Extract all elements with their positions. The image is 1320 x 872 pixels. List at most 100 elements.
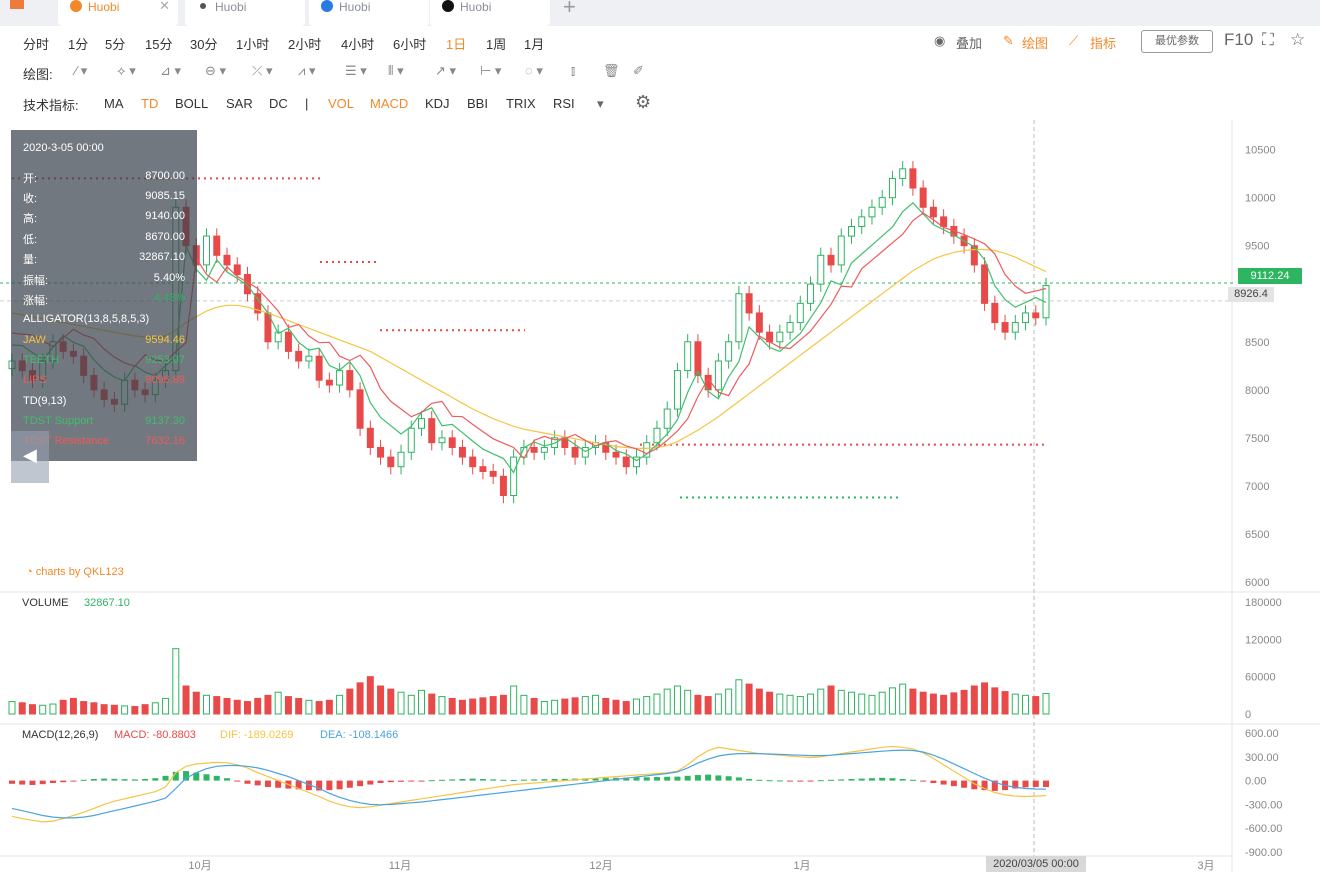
time-tick-label: 3月 xyxy=(1197,860,1214,872)
period-1w[interactable]: 1周 xyxy=(486,37,507,52)
info-low-label: 低: xyxy=(23,234,38,246)
add-tab-button[interactable]: + xyxy=(563,0,576,19)
candle-body xyxy=(981,264,989,304)
candle-body xyxy=(1001,322,1009,333)
macd-hist-bar xyxy=(377,780,384,783)
measure-tool-icon[interactable]: ⊢ ▾ xyxy=(480,63,502,78)
macd-hist-bar xyxy=(459,779,466,781)
period-2h[interactable]: 2小时 xyxy=(288,37,322,52)
indicator-dc[interactable]: DC xyxy=(269,96,288,111)
draw-toolbar: 绘图: ⁄ ▾ ⟡ ▾ ⊿ ▾ ⊖ ▾ ⤫ ▾ ⩘ ▾ ☰ ▾ ⫴ ▾ ↗ ▾ … xyxy=(0,57,1320,87)
indicator-trix[interactable]: TRIX xyxy=(506,96,536,111)
candle-body xyxy=(448,437,456,448)
volume-bar xyxy=(448,697,456,715)
star-icon[interactable]: ☆ xyxy=(1290,30,1306,49)
period-6h[interactable]: 6小时 xyxy=(393,37,427,52)
volume-bar xyxy=(479,697,487,715)
fullscreen-icon[interactable]: ⛶ xyxy=(1262,30,1274,49)
period-30m[interactable]: 30分 xyxy=(190,37,218,52)
indicator-rsi[interactable]: RSI xyxy=(553,96,575,111)
macd-hist-bar xyxy=(264,780,271,787)
volume-bar xyxy=(653,693,661,715)
tab-huobi-3[interactable]: Huobi xyxy=(309,0,429,26)
settings-gear-icon[interactable]: ⚙ xyxy=(635,92,652,112)
info-high-label: 高: xyxy=(23,213,38,225)
volume-bar xyxy=(264,694,272,715)
period-1d[interactable]: 1日 xyxy=(446,37,467,52)
macd-hist-bar xyxy=(735,777,742,781)
draw-icon[interactable]: ✎ xyxy=(1003,33,1014,48)
info-volume-label: 量: xyxy=(23,254,38,266)
more-indicators-icon[interactable]: ▾ xyxy=(597,96,604,111)
macd-tick-label: -900.00 xyxy=(1245,847,1282,859)
macd-hist-bar xyxy=(828,779,835,781)
price-tick-label: 10000 xyxy=(1245,193,1276,205)
volume-bar xyxy=(223,697,231,715)
period-1m[interactable]: 1分 xyxy=(68,37,89,52)
indicator-icon[interactable]: ⟋ xyxy=(1069,33,1079,48)
overlay-icon[interactable]: ◉ xyxy=(934,33,946,48)
candle-body xyxy=(745,293,753,314)
tab-huobi-1[interactable]: Huobi ✕ xyxy=(58,0,178,26)
indicator-ma[interactable]: MA xyxy=(104,96,124,111)
indicator-sar[interactable]: SAR xyxy=(226,96,253,111)
period-fenshi[interactable]: 分时 xyxy=(23,37,50,52)
indicator-button[interactable]: 指标 xyxy=(1090,36,1117,51)
eraser-icon[interactable]: ✐ xyxy=(633,63,644,78)
period-1mo[interactable]: 1月 xyxy=(524,37,545,52)
line-tool-icon[interactable]: ⁄ ▾ xyxy=(75,63,88,78)
tab-huobi-4[interactable]: Huobi xyxy=(430,0,550,26)
channel-tool-icon[interactable]: ⊿ ▾ xyxy=(160,63,182,78)
arrow-tool-icon[interactable]: ↗ ▾ xyxy=(435,63,457,78)
tab-huobi-2[interactable]: Huobi xyxy=(185,0,305,26)
comment-tool-icon[interactable]: ◌ ▾ xyxy=(525,63,543,78)
gann-tool-icon[interactable]: ⫴ ▾ xyxy=(388,63,404,78)
pattern-tool-icon[interactable]: ⩘ ▾ xyxy=(298,63,316,78)
f10-button[interactable]: F10 xyxy=(1224,30,1254,49)
draw-button[interactable]: 绘图 xyxy=(1022,36,1049,51)
candle-body xyxy=(366,427,374,448)
macd-hist-bar xyxy=(725,776,732,781)
macd-hist-bar xyxy=(111,778,118,781)
best-params-button[interactable]: 最优参数 xyxy=(1141,30,1213,53)
trash-icon[interactable]: 🗑 xyxy=(603,63,620,78)
period-5m[interactable]: 5分 xyxy=(105,37,126,52)
volume-bar xyxy=(356,682,364,715)
volume-bar xyxy=(274,691,282,715)
scroll-left-button[interactable]: ◀ xyxy=(11,431,49,483)
period-1h[interactable]: 1小时 xyxy=(236,37,270,52)
candle-body xyxy=(203,235,211,266)
circle-tool-icon[interactable]: ⊖ ▾ xyxy=(205,63,227,78)
candle-body xyxy=(714,360,722,391)
volume-bar xyxy=(305,699,313,715)
indicator-boll[interactable]: BOLL xyxy=(175,96,209,111)
tab-bar: Huobi ✕ Huobi Huobi Huobi + xyxy=(0,0,1320,26)
volume-bar xyxy=(325,699,333,715)
cross-tool-icon[interactable]: ⤫ ▾ xyxy=(252,63,273,78)
macd-hist-bar xyxy=(664,776,671,781)
bars-tool-icon[interactable]: ⫾ xyxy=(571,63,576,78)
close-icon[interactable]: ✕ xyxy=(159,0,170,13)
macd-hist-bar xyxy=(797,780,804,782)
info-change-label: 涨幅: xyxy=(23,295,49,307)
ray-tool-icon[interactable]: ⟡ ▾ xyxy=(117,63,136,78)
period-15m[interactable]: 15分 xyxy=(145,37,173,52)
info-close-value: 9085.15 xyxy=(145,190,185,202)
indicator-macd[interactable]: MACD xyxy=(370,96,409,111)
volume-bar xyxy=(673,685,681,715)
indicator-bbi[interactable]: BBI xyxy=(467,96,488,111)
indicator-vol[interactable]: VOL xyxy=(328,96,355,111)
candle-body xyxy=(858,216,866,227)
volume-bar xyxy=(929,693,937,715)
macd-hist-bar xyxy=(879,777,886,781)
macd-hist-bar xyxy=(295,780,302,790)
period-4h[interactable]: 4小时 xyxy=(341,37,375,52)
indicator-kdj[interactable]: KDJ xyxy=(425,96,450,111)
overlay-button[interactable]: 叠加 xyxy=(956,36,983,51)
indicator-td[interactable]: TD xyxy=(141,96,159,111)
candle-body xyxy=(735,293,743,343)
macd-hist-bar xyxy=(715,775,722,781)
fib-tool-icon[interactable]: ☰ ▾ xyxy=(345,63,367,78)
volume-bar xyxy=(458,699,466,715)
